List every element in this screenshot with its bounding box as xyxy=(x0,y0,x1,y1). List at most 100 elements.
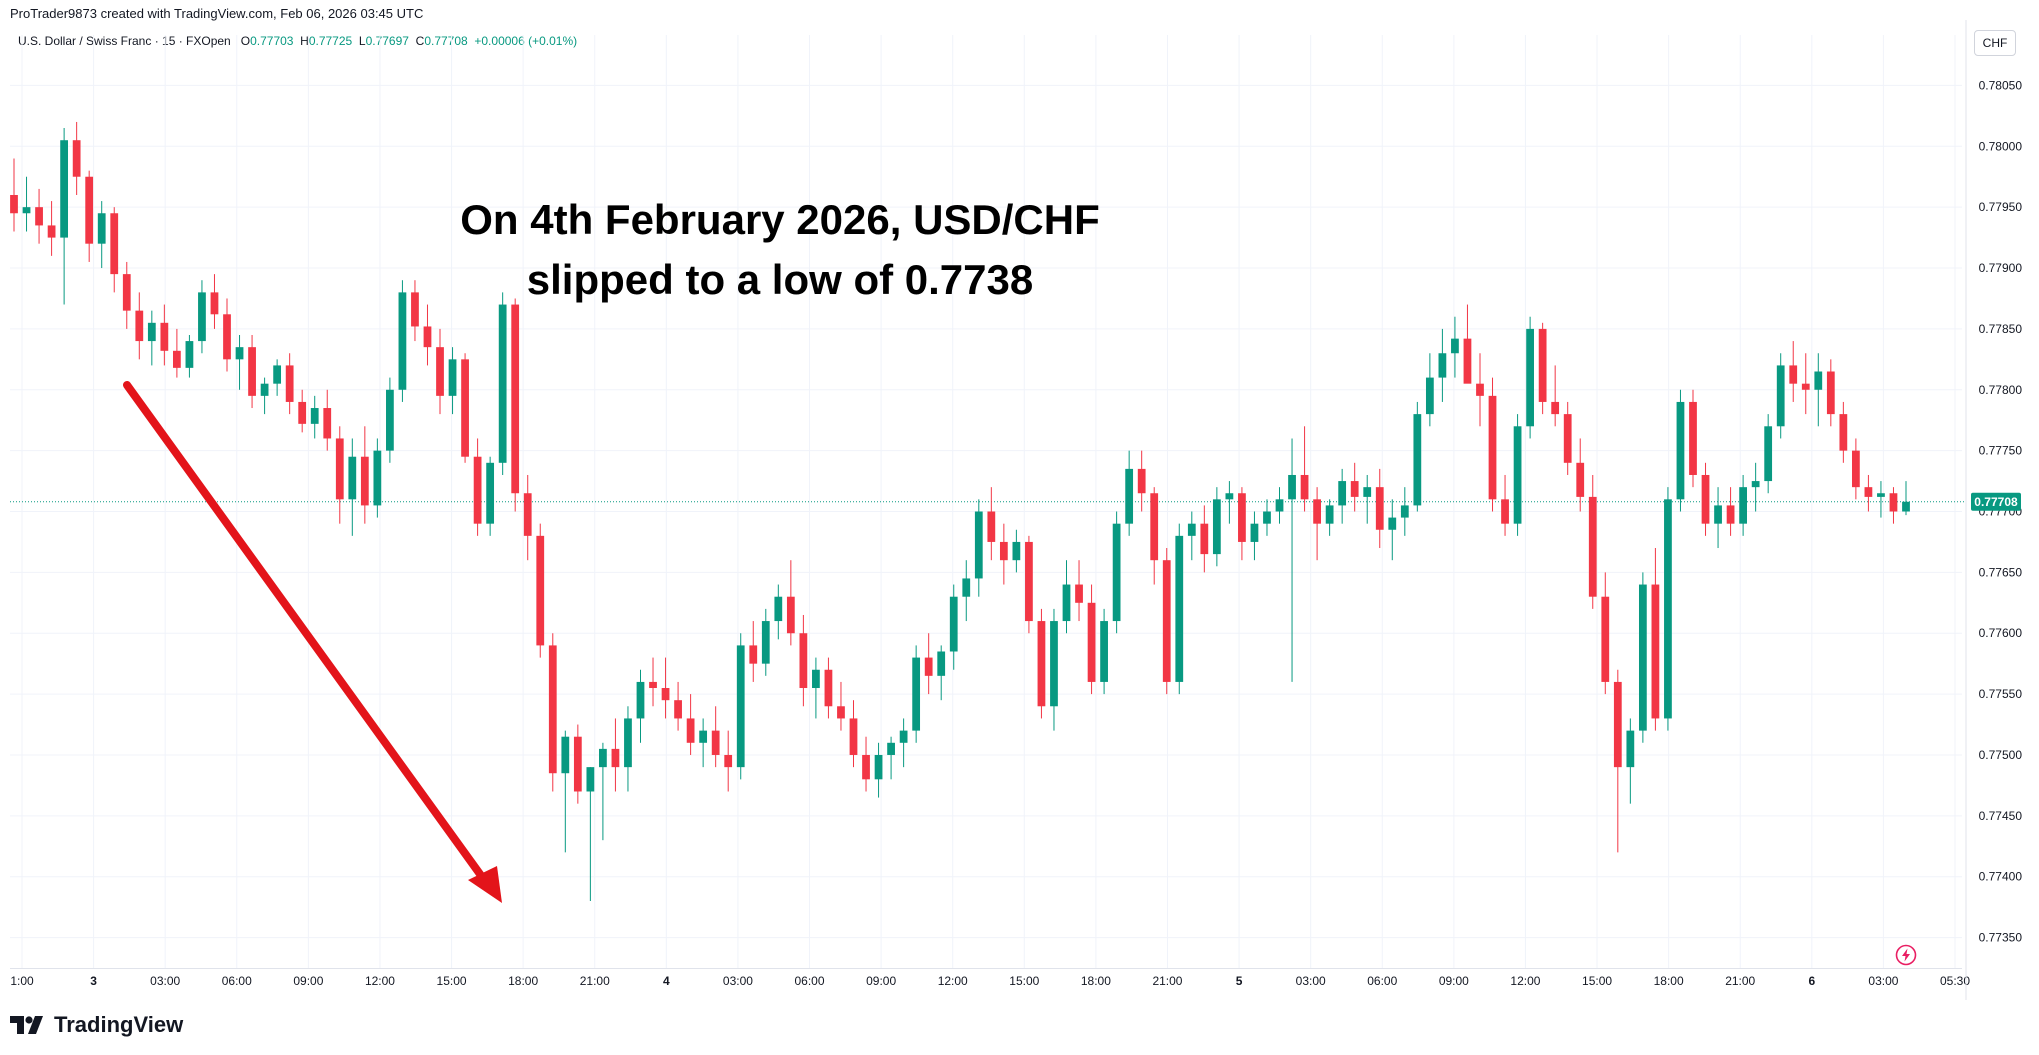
candle-body xyxy=(147,322,156,342)
candle-body xyxy=(799,633,808,689)
candle xyxy=(1676,389,1685,512)
candle-body xyxy=(323,408,332,439)
candle xyxy=(511,298,520,512)
candle xyxy=(536,523,545,658)
candle xyxy=(736,633,745,780)
candle-body xyxy=(887,742,895,755)
candle-body xyxy=(1200,523,1209,555)
y-tick-label: 0.77500 xyxy=(1979,748,2023,762)
candle-body xyxy=(273,365,282,384)
candle-body xyxy=(1751,481,1760,488)
candle-body xyxy=(1050,621,1058,707)
candle xyxy=(1588,474,1597,609)
candle-body xyxy=(223,314,231,360)
candle-body xyxy=(35,207,43,226)
candle-body xyxy=(511,304,520,494)
candle xyxy=(1175,523,1184,695)
trend-arrow xyxy=(123,381,502,903)
candle-body xyxy=(1877,493,1885,497)
candle xyxy=(1764,414,1773,494)
candle xyxy=(1350,462,1359,512)
close-label: C xyxy=(415,34,425,48)
x-tick-label: 03:00 xyxy=(1868,974,1898,988)
candle-body xyxy=(235,347,244,360)
candle xyxy=(1451,316,1459,378)
candle xyxy=(235,334,244,390)
x-tick-label: 06:00 xyxy=(795,974,825,988)
candle xyxy=(1187,511,1196,561)
candles xyxy=(10,121,1910,902)
candle-body xyxy=(949,596,958,652)
x-tick-label: 03:00 xyxy=(723,974,753,988)
arrow-shaft xyxy=(123,381,494,892)
candle xyxy=(686,694,695,755)
candle xyxy=(185,334,194,378)
candle-body xyxy=(837,706,845,719)
candle-body xyxy=(160,322,169,351)
y-tick-label: 0.78000 xyxy=(1979,139,2023,153)
currency-selector[interactable]: CHF xyxy=(1974,30,2016,56)
candle-body xyxy=(1764,426,1773,482)
candle-body xyxy=(423,326,432,348)
candle xyxy=(273,359,282,396)
candle-body xyxy=(1350,481,1359,497)
candle-body xyxy=(1488,395,1497,500)
candle-body xyxy=(1714,505,1722,524)
candle xyxy=(649,657,657,707)
candle xyxy=(1300,426,1309,512)
candle-body xyxy=(10,194,18,214)
candle-body xyxy=(1400,505,1409,518)
candle xyxy=(1538,322,1547,415)
candle xyxy=(1050,608,1058,731)
low-label: L xyxy=(358,34,366,48)
candle-body xyxy=(774,596,783,622)
last-price-label: 0.77708 xyxy=(1974,495,2018,509)
candle xyxy=(1037,608,1046,719)
candle xyxy=(1476,353,1484,427)
brand-footer[interactable]: TradingView xyxy=(10,1012,183,1038)
candle-body xyxy=(1187,523,1196,536)
brand-name: TradingView xyxy=(54,1012,184,1037)
candle xyxy=(724,730,733,792)
y-tick-label: 0.77850 xyxy=(1979,322,2023,336)
candle-body xyxy=(1864,487,1873,497)
candle-body xyxy=(874,754,883,780)
candle xyxy=(699,718,708,768)
open-value: 0.77703 xyxy=(250,34,294,48)
candle-body xyxy=(1275,499,1284,512)
candle xyxy=(10,158,18,232)
candle-body xyxy=(1814,371,1823,390)
candle xyxy=(1288,438,1296,682)
candle xyxy=(1889,487,1898,524)
candle xyxy=(1789,341,1798,402)
price-chart[interactable]: 0.78050 0.78000 0.77950 0.77900 0.77850 0.778… xyxy=(0,0,2039,1000)
candle-body xyxy=(122,274,131,311)
candle-body xyxy=(198,292,206,342)
candle xyxy=(223,298,231,372)
candle-body xyxy=(611,748,620,768)
chart-attribution: ProTrader9873 created with TradingView.c… xyxy=(10,6,424,21)
candle-body xyxy=(724,754,733,768)
candle xyxy=(173,328,181,378)
y-tick-label: 0.77650 xyxy=(1979,565,2023,579)
candle xyxy=(335,426,344,524)
close-value: 0.77708 xyxy=(424,34,468,48)
candle-body xyxy=(1300,474,1309,500)
x-tick-label: 15:00 xyxy=(437,974,467,988)
candle-body xyxy=(1789,365,1798,384)
y-tick-label: 0.77800 xyxy=(1979,383,2023,397)
candle-body xyxy=(561,736,570,774)
candle xyxy=(1626,718,1635,804)
candle xyxy=(348,438,357,536)
candle-body xyxy=(473,456,482,524)
candle-body xyxy=(72,140,81,177)
x-tick-label: 4 xyxy=(663,974,670,988)
candle-body xyxy=(1676,401,1685,500)
lightning-bolt-icon[interactable] xyxy=(1895,944,1917,966)
candle xyxy=(85,170,94,262)
candle xyxy=(1012,529,1021,573)
candle xyxy=(711,706,720,768)
candle xyxy=(248,334,256,409)
candle xyxy=(949,584,958,670)
candle-body xyxy=(548,645,557,774)
